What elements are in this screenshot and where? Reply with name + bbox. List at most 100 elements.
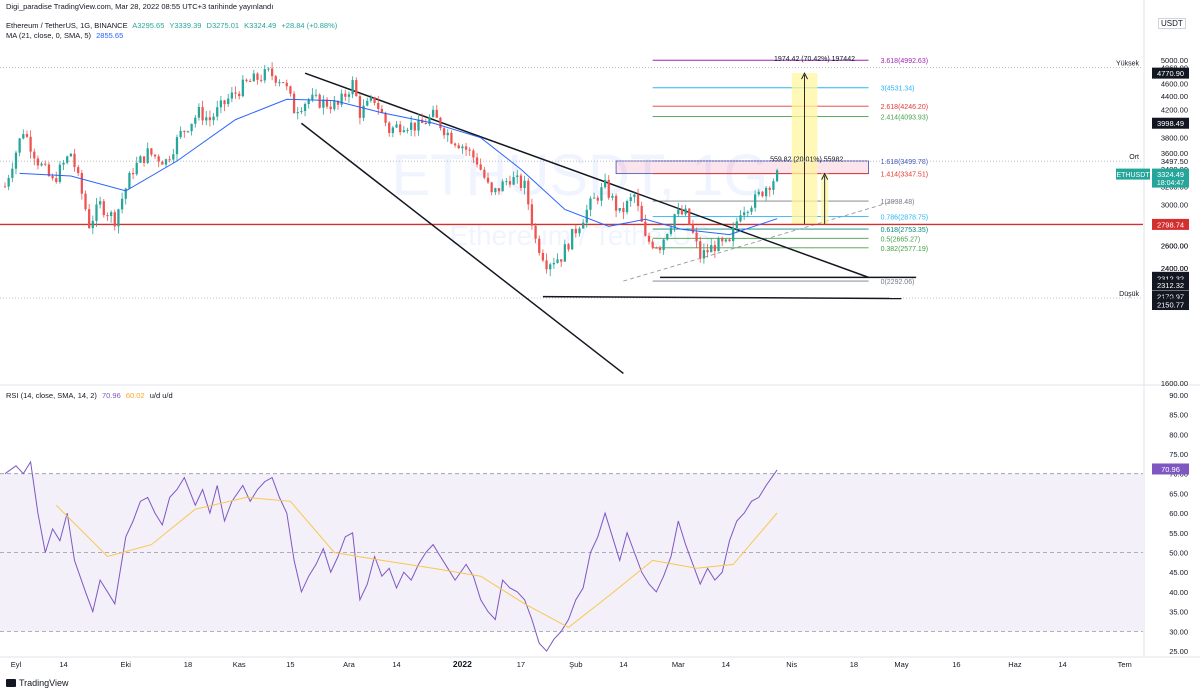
legend-close: K3324.49 xyxy=(244,21,277,30)
time-tick-label: Eyl xyxy=(11,660,22,669)
rsi-tick-label: 45.00 xyxy=(1169,568,1188,577)
ma-legend[interactable]: MA (21, close, 0, SMA, 5) 2855.65 xyxy=(6,31,126,40)
price-tag-label: 2170.97 xyxy=(1157,292,1184,301)
candle-body xyxy=(384,112,387,123)
time-tick-label: Eki xyxy=(121,660,132,669)
candle-body xyxy=(732,227,735,242)
ma-line xyxy=(19,98,778,236)
time-tick-label: 14 xyxy=(392,660,400,669)
candle-body xyxy=(95,204,98,221)
measurement-tools[interactable]: 1974.42 (70.42%) 197442 559.82 (20.01%) 5… xyxy=(770,56,855,225)
fibonacci-extension[interactable]: 3.618(4992.63) 3(4531.34) 2.618(4246.20) 2.… xyxy=(615,58,928,286)
candle-body xyxy=(267,68,270,70)
fib-level-label: 0.5(2665.27) xyxy=(881,236,921,243)
tradingview-brand: TradingView xyxy=(6,678,69,688)
candle-body xyxy=(541,252,545,261)
candle-body xyxy=(666,234,669,240)
price-tick-label: 3000.00 xyxy=(1161,201,1188,210)
candle-body xyxy=(175,137,179,155)
rsi-legend[interactable]: RSI (14, close, SMA, 14, 2) 70.96 60.02 … xyxy=(6,391,176,400)
candle-body xyxy=(362,105,365,118)
candle-body xyxy=(431,109,435,117)
candle-body xyxy=(73,153,76,168)
candle-body xyxy=(552,262,556,265)
candle-body xyxy=(669,227,673,235)
candle-body xyxy=(260,79,263,81)
candle-body xyxy=(18,138,21,153)
candle-body xyxy=(688,208,691,225)
candle-body xyxy=(512,177,515,185)
candle-body xyxy=(633,194,636,198)
candle-body xyxy=(208,117,212,121)
candle-body xyxy=(274,76,277,83)
time-tick-label: 2022 xyxy=(453,659,472,669)
candle-body xyxy=(582,222,585,229)
fib-level-label: 1(3038.48) xyxy=(881,199,915,206)
candle-body xyxy=(710,245,713,253)
candle-body xyxy=(62,162,65,165)
candle-body xyxy=(55,178,58,182)
candle-body xyxy=(238,93,241,97)
candle-body xyxy=(256,73,259,80)
rsi-value-label: 70.96 xyxy=(1161,465,1180,474)
candle-body xyxy=(227,98,230,105)
candle-body xyxy=(662,239,665,251)
candle-body xyxy=(589,198,592,210)
candle-body xyxy=(450,132,453,144)
candle-body xyxy=(318,94,321,108)
candle-body xyxy=(655,247,658,249)
candle-body xyxy=(340,93,343,105)
candle-body xyxy=(117,209,120,227)
candle-body xyxy=(369,97,373,101)
fib-level-label: 0.618(2753.35) xyxy=(881,227,928,234)
candle-body xyxy=(197,106,201,118)
candle-body xyxy=(311,94,314,100)
currency-button[interactable]: USDT xyxy=(1158,18,1186,29)
price-axis[interactable]: 2400.002600.005000.004868.004770.904600.… xyxy=(1116,56,1189,656)
candle-body xyxy=(472,150,475,158)
candle-body xyxy=(190,123,193,132)
candle-body xyxy=(270,68,274,77)
time-tick-label: Tem xyxy=(1118,660,1132,669)
candle-body xyxy=(625,201,629,213)
candle-body xyxy=(516,175,519,178)
time-axis[interactable]: Eyl 14 Eki 18 Kas 15 Ara 14 2022 17 Şub 14 Mar 14 Nis 1… xyxy=(11,659,1132,669)
candle-body xyxy=(680,209,684,215)
candle-body xyxy=(413,122,416,131)
candle-body xyxy=(106,215,109,217)
candle-body xyxy=(205,117,208,121)
price-tag-box xyxy=(1152,273,1189,285)
candle-body xyxy=(194,117,197,124)
last-price-symbol: ETHUSDT xyxy=(1116,172,1150,179)
candle-body xyxy=(241,79,244,97)
price-tag-label: 2150.77 xyxy=(1157,301,1184,310)
candle-body xyxy=(91,220,94,229)
candle-body xyxy=(186,131,190,133)
trendline xyxy=(304,72,869,279)
candle-body xyxy=(453,143,457,146)
horizontal-levels[interactable]: Yüksek Ort Düşük xyxy=(0,60,1143,299)
time-tick-label: 18 xyxy=(184,660,192,669)
rsi-tick-label: 90.00 xyxy=(1169,391,1188,400)
time-tick-label: 17 xyxy=(517,660,525,669)
measure-arrow-head xyxy=(801,72,808,80)
candle-body xyxy=(406,129,409,131)
time-tick-label: 18 xyxy=(850,660,858,669)
ohlc-legend[interactable]: Ethereum / TetherUS, 1G, BINANCE A3295.6… xyxy=(6,21,340,30)
trendlines[interactable] xyxy=(300,72,917,375)
price-tick-label: 4400.00 xyxy=(1161,92,1188,101)
candle-body xyxy=(230,92,234,99)
candle-body xyxy=(234,92,237,94)
candle-body xyxy=(545,260,548,270)
candle-body xyxy=(651,241,654,248)
candle-body xyxy=(611,195,614,198)
candle-body xyxy=(395,124,398,128)
candle-body xyxy=(721,238,724,242)
time-tick-label: Mar xyxy=(672,660,685,669)
price-tick-label: 4600.00 xyxy=(1161,79,1188,88)
candle-body xyxy=(146,148,149,163)
candle-body xyxy=(501,181,504,192)
candle-body xyxy=(446,132,449,136)
candle-body xyxy=(658,247,662,251)
